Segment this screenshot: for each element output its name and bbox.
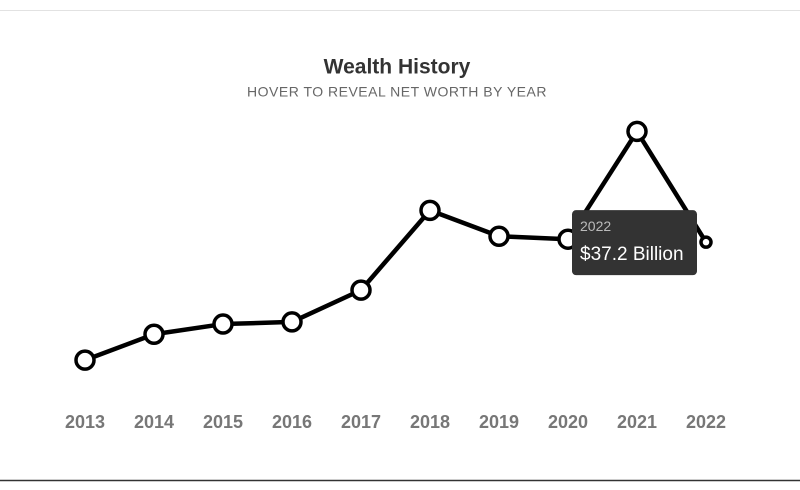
point [212, 313, 234, 335]
line [84, 129, 708, 363]
x-tick-label: 2022 [686, 412, 726, 432]
tooltip-box [572, 210, 697, 276]
x-tick-label: 2014 [134, 412, 174, 432]
tooltip: 2022 $37.2 Billion [572, 210, 697, 276]
point [699, 235, 713, 249]
tooltip-year: 2022 [580, 218, 611, 234]
point [281, 311, 303, 333]
tooltip-value: $37.2 Billion [580, 244, 684, 265]
x-tick-label: 2017 [341, 412, 381, 432]
x-tick-label: 2019 [479, 412, 519, 432]
x-tick-label: 2015 [203, 412, 243, 432]
chart-title: Wealth History [324, 56, 471, 79]
chart-subtitle: HOVER TO REVEAL NET WORTH BY YEAR [247, 84, 547, 100]
x-tick-label: 2020 [548, 412, 588, 432]
x-tick-label: 2016 [272, 412, 312, 432]
point [143, 323, 165, 345]
point [419, 199, 441, 222]
point [626, 120, 648, 143]
x-tick-label: 2021 [617, 412, 657, 432]
x-tick-label: 2013 [65, 412, 105, 432]
point [350, 279, 372, 301]
point [74, 349, 96, 371]
point [488, 225, 510, 247]
x-tick-label: 2018 [410, 412, 450, 432]
